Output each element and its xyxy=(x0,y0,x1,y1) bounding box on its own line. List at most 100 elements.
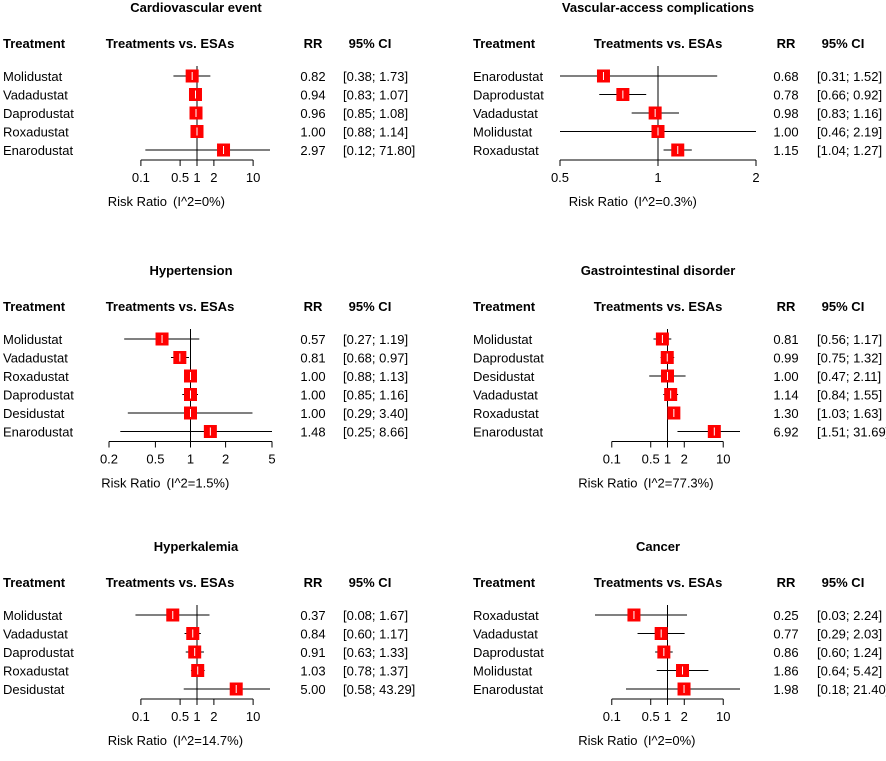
rr-value: 1.00 xyxy=(300,369,325,384)
header-ci: 95% CI xyxy=(349,36,392,51)
x-tick-label: 0.5 xyxy=(642,709,660,724)
rr-value: 0.81 xyxy=(773,332,798,347)
ci-value: [0.68; 0.97] xyxy=(343,351,408,366)
rr-value: 1.00 xyxy=(300,125,325,140)
rr-value: 6.92 xyxy=(773,425,798,440)
ci-value: [0.27; 1.19] xyxy=(343,332,408,347)
treatment-label: Molidustat xyxy=(473,332,533,347)
ci-value: [0.29; 2.03] xyxy=(817,627,882,642)
treatment-label: Enarodustat xyxy=(3,425,73,440)
ci-value: [0.08; 1.67] xyxy=(343,608,408,623)
x-tick-label: 2 xyxy=(222,452,229,467)
heterogeneity-stat: (I^2=0.3%) xyxy=(634,194,697,209)
heterogeneity-stat: (I^2=1.5%) xyxy=(167,476,230,491)
treatment-label: Vadadustat xyxy=(473,388,538,403)
ci-value: [0.03; 2.24] xyxy=(817,608,882,623)
panel-title: Cancer xyxy=(636,539,680,554)
ci-value: [0.60; 1.24] xyxy=(817,645,882,660)
treatment-label: Desidustat xyxy=(3,406,65,421)
forest-panel: Vascular-access complications Treatment Tr… xyxy=(473,0,882,209)
rr-value: 0.57 xyxy=(300,332,325,347)
treatment-label: Daprodustat xyxy=(473,351,544,366)
x-tick-label: 1 xyxy=(193,170,200,185)
header-comparison: Treatments vs. ESAs xyxy=(594,575,723,590)
x-tick-label: 2 xyxy=(681,709,688,724)
treatment-label: Vadadustat xyxy=(3,627,68,642)
ci-value: [0.46; 2.19] xyxy=(817,125,882,140)
rr-value: 1.00 xyxy=(300,406,325,421)
header-rr: RR xyxy=(304,299,323,314)
header-ci: 95% CI xyxy=(822,299,865,314)
panel-title: Hypertension xyxy=(149,263,232,278)
treatment-label: Molidustat xyxy=(3,608,63,623)
header-treatment: Treatment xyxy=(3,299,66,314)
treatment-label: Desidustat xyxy=(473,369,535,384)
ci-value: [0.29; 3.40] xyxy=(343,406,408,421)
treatment-label: Molidustat xyxy=(473,664,533,679)
treatment-label: Daprodustat xyxy=(3,106,74,121)
x-tick-label: 10 xyxy=(246,709,260,724)
x-tick-label: 1 xyxy=(187,452,194,467)
ci-value: [0.56; 1.17] xyxy=(817,332,882,347)
ci-value: [0.63; 1.33] xyxy=(343,645,408,660)
x-tick-label: 0.5 xyxy=(171,170,189,185)
ci-value: [0.47; 2.11] xyxy=(817,369,881,384)
rr-value: 0.68 xyxy=(773,69,798,84)
treatment-label: Vadadustat xyxy=(3,88,68,103)
x-tick-label: 1 xyxy=(664,452,671,467)
x-tick-label: 0.5 xyxy=(146,452,164,467)
heterogeneity-stat: (I^2=0%) xyxy=(173,194,225,209)
header-rr: RR xyxy=(777,299,796,314)
x-axis-label: Risk Ratio xyxy=(578,476,637,491)
rr-value: 1.00 xyxy=(773,369,798,384)
heterogeneity-stat: (I^2=0%) xyxy=(644,733,696,748)
treatment-label: Daprodustat xyxy=(473,645,544,660)
ci-value: [0.85; 1.08] xyxy=(343,106,408,121)
panel-title: Cardiovascular event xyxy=(130,0,262,15)
rr-value: 0.94 xyxy=(300,88,325,103)
x-tick-label: 2 xyxy=(210,709,217,724)
ci-value: [0.84; 1.55] xyxy=(817,388,882,403)
x-tick-label: 0.5 xyxy=(171,709,189,724)
rr-value: 1.30 xyxy=(773,406,798,421)
treatment-label: Daprodustat xyxy=(3,388,74,403)
treatment-label: Roxadustat xyxy=(473,406,539,421)
rr-value: 0.77 xyxy=(773,627,798,642)
rr-value: 1.86 xyxy=(773,664,798,679)
treatment-label: Molidustat xyxy=(3,69,63,84)
treatment-label: Roxadustat xyxy=(473,608,539,623)
treatment-label: Enarodustat xyxy=(473,425,543,440)
treatment-label: Roxadustat xyxy=(3,369,69,384)
header-treatment: Treatment xyxy=(3,575,66,590)
header-ci: 95% CI xyxy=(822,36,865,51)
x-axis-label: Risk Ratio xyxy=(108,194,167,209)
ci-value: [0.83; 1.16] xyxy=(817,106,882,121)
rr-value: 0.84 xyxy=(300,627,325,642)
rr-value: 1.15 xyxy=(773,143,798,158)
header-treatment: Treatment xyxy=(473,299,536,314)
treatment-label: Molidustat xyxy=(3,332,63,347)
ci-value: [0.60; 1.17] xyxy=(343,627,408,642)
x-tick-label: 0.1 xyxy=(132,709,150,724)
header-ci: 95% CI xyxy=(822,575,865,590)
heterogeneity-stat: (I^2=14.7%) xyxy=(173,733,243,748)
panel-title: Vascular-access complications xyxy=(562,0,754,15)
x-tick-label: 2 xyxy=(210,170,217,185)
header-comparison: Treatments vs. ESAs xyxy=(106,36,235,51)
header-comparison: Treatments vs. ESAs xyxy=(106,299,235,314)
ci-value: [0.25; 8.66] xyxy=(343,425,408,440)
x-tick-label: 0.5 xyxy=(551,170,569,185)
header-rr: RR xyxy=(304,575,323,590)
rr-value: 1.14 xyxy=(773,388,798,403)
header-ci: 95% CI xyxy=(349,299,392,314)
x-tick-label: 10 xyxy=(246,170,260,185)
header-treatment: Treatment xyxy=(473,36,536,51)
treatment-label: Vadadustat xyxy=(3,351,68,366)
x-tick-label: 2 xyxy=(752,170,759,185)
treatment-label: Daprodustat xyxy=(473,88,544,103)
rr-value: 0.37 xyxy=(300,608,325,623)
treatment-label: Roxadustat xyxy=(3,664,69,679)
ci-value: [0.38; 1.73] xyxy=(343,69,408,84)
header-rr: RR xyxy=(304,36,323,51)
treatment-label: Enarodustat xyxy=(473,682,543,697)
